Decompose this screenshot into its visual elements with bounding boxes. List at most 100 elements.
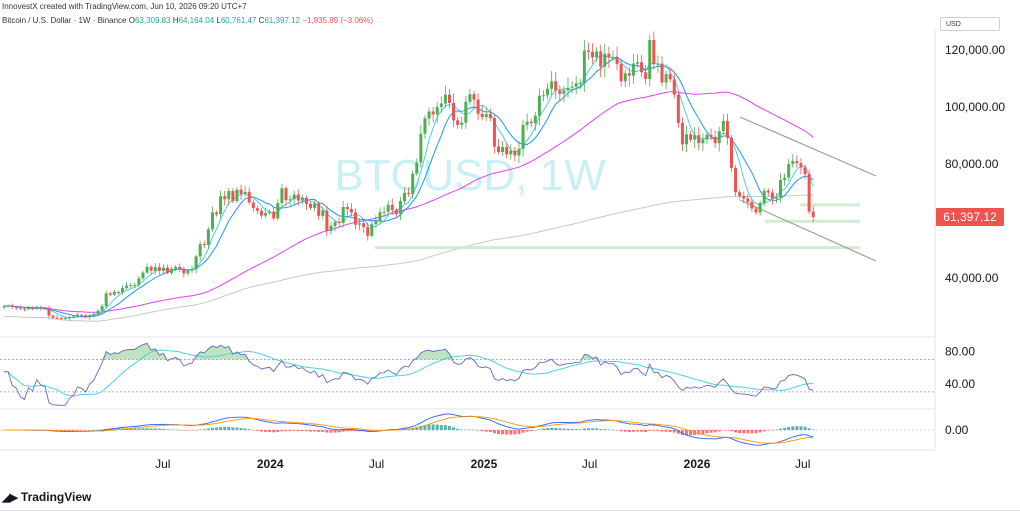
candle-body	[63, 318, 67, 320]
candle-body	[603, 53, 607, 67]
macd-histogram-bar	[435, 424, 439, 430]
candle-body	[125, 285, 129, 288]
candle-body	[435, 106, 439, 115]
candle-body	[721, 120, 725, 132]
macd-histogram-bar	[513, 430, 517, 435]
candle-body	[697, 135, 701, 144]
candle-body	[705, 134, 709, 140]
candle-body	[96, 310, 100, 314]
candle-body	[358, 223, 362, 225]
macd-histogram-bar	[529, 430, 533, 432]
macd-histogram-bar	[623, 430, 627, 432]
candle-body	[570, 86, 574, 88]
candle-body	[309, 203, 313, 208]
macd-histogram-bar	[439, 424, 443, 430]
candle-body	[631, 63, 635, 76]
candle-body	[779, 179, 783, 198]
candle-body	[452, 102, 456, 121]
candle-body	[717, 131, 721, 144]
candle-body	[423, 118, 427, 134]
macd-histogram-bar	[337, 430, 341, 433]
macd-histogram-bar	[709, 430, 713, 433]
macd-histogram-bar	[149, 428, 153, 430]
candle-body	[456, 120, 460, 125]
candle-body	[43, 308, 47, 310]
candle-body	[529, 121, 533, 124]
candle-body	[729, 137, 733, 168]
candle-body	[276, 203, 280, 219]
macd-histogram-bar	[239, 428, 243, 430]
macd-histogram-bar	[680, 430, 684, 436]
candle-body	[701, 139, 705, 144]
close-value: 61,397.12	[264, 16, 301, 25]
macd-histogram-bar	[170, 429, 174, 431]
macd-histogram-bar	[161, 428, 165, 430]
macd-histogram-bar	[427, 424, 431, 430]
candle-body	[746, 198, 750, 202]
last-price-label: 61,397.12	[943, 210, 997, 224]
candle-body	[2, 306, 6, 308]
candle-body	[750, 201, 754, 209]
candle-body	[239, 189, 243, 194]
macd-histogram-bar	[807, 428, 811, 430]
candle-body	[398, 201, 402, 215]
candle-body	[668, 74, 672, 80]
candle-body	[607, 53, 611, 58]
macd-histogram-bar	[656, 430, 660, 431]
price-tick-label: 100,000.00	[945, 100, 1005, 114]
macd-histogram-bar	[774, 429, 778, 431]
candle-body	[223, 196, 227, 200]
candle-body	[6, 305, 10, 307]
macd-histogram-bar	[423, 424, 427, 430]
candle-body	[803, 167, 807, 174]
macd-histogram-bar	[791, 426, 795, 430]
macd-histogram-bar	[215, 427, 219, 430]
macd-histogram-bar	[165, 429, 169, 430]
last-price-badge	[936, 207, 1004, 226]
candle-body	[472, 94, 476, 100]
candle-body	[84, 315, 88, 318]
candle-body	[264, 213, 268, 216]
candle-body	[484, 114, 488, 117]
macd-signal-line	[4, 416, 814, 444]
rsi-tick-label: 80.00	[945, 344, 975, 358]
macd-histogram-bar	[280, 430, 284, 432]
candle-body	[554, 81, 558, 91]
macd-histogram-bar	[419, 425, 423, 430]
candle-body	[758, 203, 762, 213]
macd-histogram-bar	[640, 430, 644, 432]
candle-body	[153, 267, 157, 271]
tradingview-logo[interactable]: ◢▶ TradingView	[2, 490, 91, 504]
macd-histogram-bar	[456, 428, 460, 430]
macd-histogram-bar	[509, 430, 513, 435]
macd-histogram-bar	[431, 424, 435, 430]
macd-histogram-bar	[223, 426, 227, 430]
candle-body	[505, 146, 509, 155]
candle-body	[141, 272, 145, 279]
candle-body	[558, 90, 562, 94]
macd-histogram-bar	[292, 430, 296, 431]
candle-body	[497, 146, 501, 152]
candle-body	[219, 196, 223, 215]
macd-histogram-bar	[353, 430, 357, 432]
candle-body	[76, 314, 80, 317]
candle-body	[783, 177, 787, 180]
macd-histogram-bar	[546, 428, 550, 430]
candle-body	[656, 63, 660, 65]
macd-histogram-bar	[668, 430, 672, 432]
candle-body	[231, 191, 235, 202]
candle-body	[18, 307, 22, 309]
time-tick-label: 2026	[684, 457, 711, 471]
macd-histogram-bar	[615, 430, 619, 431]
candle-body	[300, 197, 304, 201]
candle-body	[235, 189, 239, 202]
time-tick-label: Jul	[369, 457, 384, 471]
chart-watermark: BTCUSD, 1W	[334, 151, 606, 200]
macd-histogram-bar	[300, 430, 304, 432]
candle-body	[664, 74, 668, 83]
currency-selector[interactable]: USD	[940, 17, 1000, 31]
candle-body	[137, 278, 141, 285]
candle-body	[509, 150, 513, 155]
candle-body	[51, 315, 55, 318]
